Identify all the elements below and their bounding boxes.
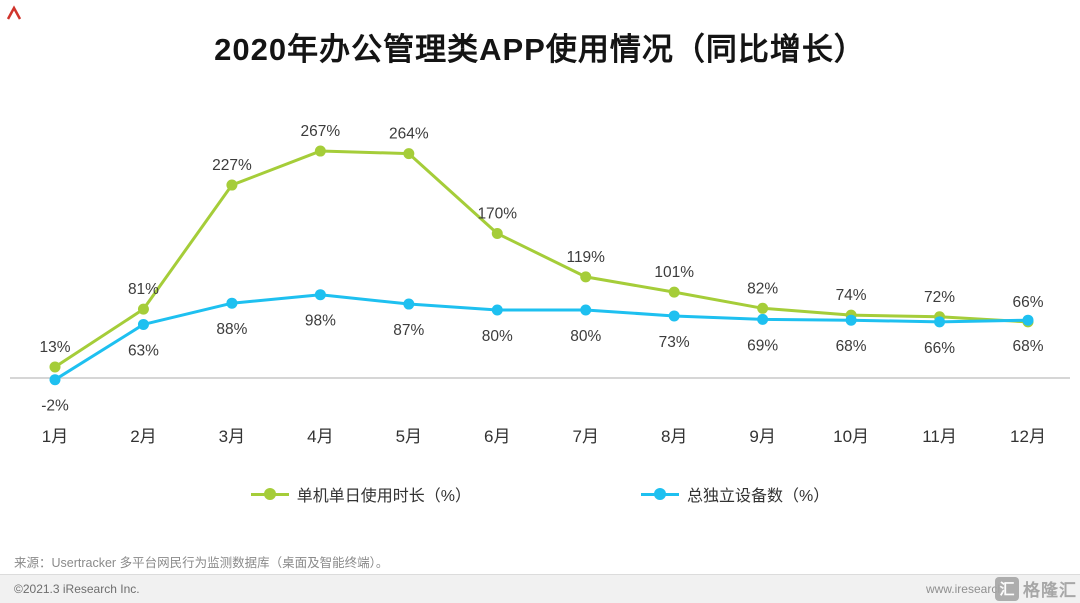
data-point xyxy=(668,286,680,298)
legend-item-usage-duration: 单机单日使用时长（%） xyxy=(250,482,471,506)
gelonghui-logo-text: 格隆汇 xyxy=(1023,581,1077,600)
x-axis-label: 5月 xyxy=(396,427,422,446)
data-point xyxy=(403,148,415,160)
data-label: 88% xyxy=(216,321,247,338)
x-axis-label: 10月 xyxy=(833,427,869,446)
series-0: 13% 81% 227% 267% 264% 170% 119% 101% 82% 74% 72% 6… xyxy=(39,123,1044,373)
copyright-text: ©2021.3 iResearch Inc. xyxy=(14,582,140,596)
data-label: 66% xyxy=(1012,294,1043,311)
data-label: 66% xyxy=(924,340,955,357)
data-label: 87% xyxy=(393,322,424,339)
data-label: 98% xyxy=(305,313,336,330)
data-label: 80% xyxy=(570,328,601,345)
x-axis-label: 12月 xyxy=(1010,427,1046,446)
data-label: 101% xyxy=(654,264,694,281)
data-point xyxy=(49,374,61,386)
data-label: 13% xyxy=(39,339,70,356)
data-label: 72% xyxy=(924,289,955,306)
chart-title: 2020年办公管理类APP使用情况（同比增长） xyxy=(214,32,866,67)
website-text: www.iresearch xyxy=(925,582,1004,596)
data-label: 74% xyxy=(836,287,867,304)
data-point xyxy=(226,297,238,309)
data-label: 73% xyxy=(659,334,690,351)
legend-label-usage-duration: 单机单日使用时长（%） xyxy=(296,488,471,505)
data-point xyxy=(491,228,503,239)
data-label: 267% xyxy=(301,123,341,140)
data-label: 68% xyxy=(1012,338,1043,355)
series-line xyxy=(54,293,1029,381)
x-axis-label: 1月 xyxy=(42,427,68,446)
series-1: -2% 63% 88% 98% 87% 80% 80% 73% 69% 68% 66% 68% xyxy=(41,289,1044,415)
chart-legend: 单机单日使用时长（%） 总独立设备数（%） xyxy=(0,482,1080,506)
data-point xyxy=(491,304,503,316)
data-label: 264% xyxy=(389,126,429,143)
data-point xyxy=(580,271,592,283)
data-point xyxy=(226,179,238,191)
data-point xyxy=(1022,314,1034,326)
x-axis-label: 9月 xyxy=(749,427,775,446)
data-point xyxy=(934,316,946,328)
data-label: 227% xyxy=(212,157,252,174)
data-label: -2% xyxy=(41,398,69,415)
footer-bar: ©2021.3 iResearch Inc. www.iresearch xyxy=(0,574,1080,603)
data-label: 170% xyxy=(477,206,517,223)
data-label: 119% xyxy=(566,249,605,266)
data-label: 80% xyxy=(482,328,513,345)
x-axis-label: 6月 xyxy=(484,427,510,446)
data-label: 81% xyxy=(128,281,159,298)
data-label: 82% xyxy=(747,280,778,297)
x-axis-label: 3月 xyxy=(219,427,245,446)
legend-marker-green-line-dot-icon xyxy=(250,492,289,496)
data-point xyxy=(314,145,326,157)
legend-item-unique-devices: 总独立设备数（%） xyxy=(641,482,829,506)
data-label: 68% xyxy=(836,338,867,355)
gelonghui-logo-icon: 汇 xyxy=(995,576,1019,601)
data-label: 69% xyxy=(747,337,778,354)
data-point xyxy=(757,313,769,325)
data-point xyxy=(137,318,149,330)
x-axis-label: 8月 xyxy=(661,427,687,446)
legend-label-unique-devices: 总独立设备数（%） xyxy=(687,488,830,505)
data-point xyxy=(757,302,769,314)
data-point xyxy=(845,314,857,326)
data-point xyxy=(580,304,592,316)
x-axis-label: 11月 xyxy=(922,427,957,446)
x-axis-label: 4月 xyxy=(307,427,333,446)
gelonghui-watermark: 汇 格隆汇 xyxy=(995,576,1077,601)
source-note: 来源：Usertracker 多平台网民行为监测数据库（桌面及智能终端）。 xyxy=(14,556,389,570)
data-point xyxy=(403,298,415,310)
data-point xyxy=(668,310,680,322)
data-label: 63% xyxy=(128,342,159,359)
line-chart: 1月 2月 3月 4月 5月 6月 7月 8月 9月 10月 11月 12月 13% 81% 227% 267… xyxy=(10,123,1070,446)
data-point xyxy=(137,303,149,315)
data-point xyxy=(49,361,61,373)
red-corner-mark xyxy=(6,5,22,20)
series-line xyxy=(54,149,1029,369)
data-point xyxy=(314,289,326,301)
x-axis-label: 2月 xyxy=(130,427,156,446)
legend-marker-cyan-line-dot-icon xyxy=(641,492,679,496)
x-axis-label: 7月 xyxy=(572,427,598,446)
